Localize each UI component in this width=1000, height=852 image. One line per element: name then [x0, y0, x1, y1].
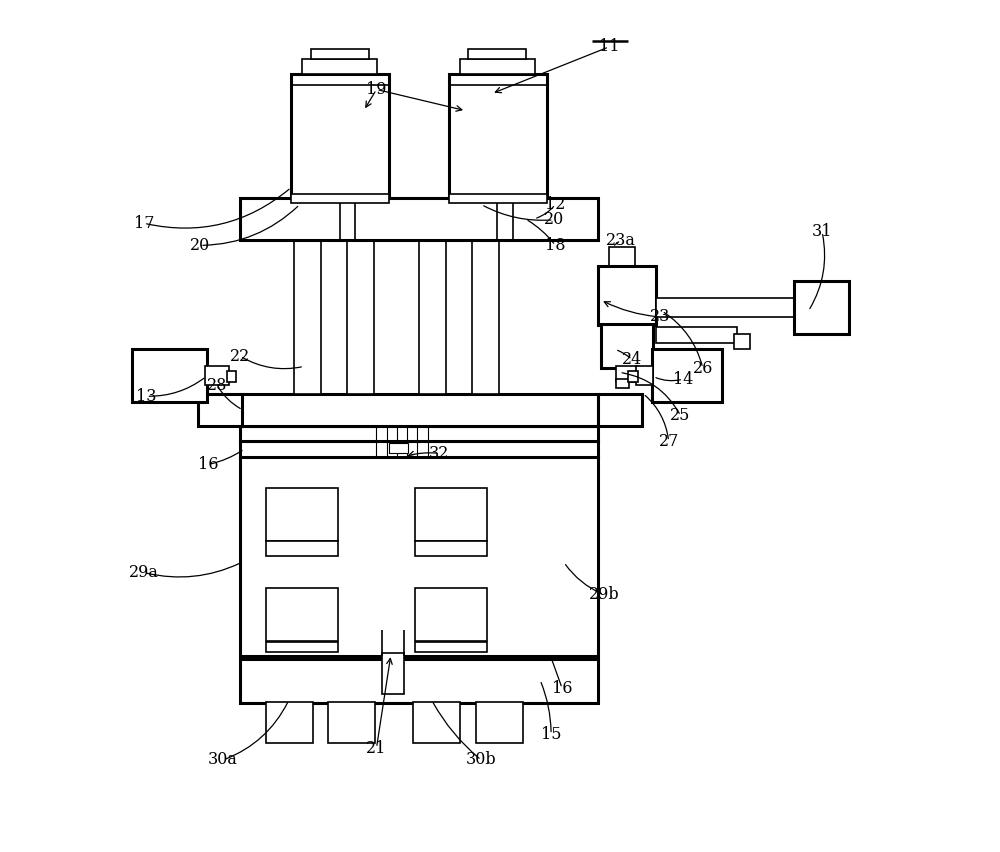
Bar	[472, 198, 497, 210]
Text: 31: 31	[812, 223, 832, 240]
Text: 11: 11	[599, 38, 619, 55]
Text: 29b: 29b	[589, 586, 619, 603]
Bar	[415, 488, 487, 541]
Bar	[294, 225, 321, 394]
Text: 30a: 30a	[208, 751, 238, 769]
Bar	[467, 210, 504, 225]
Bar	[291, 194, 389, 203]
Text: 28: 28	[207, 377, 227, 394]
Bar	[266, 541, 338, 556]
Bar	[266, 702, 313, 743]
Bar	[449, 194, 547, 203]
Bar	[240, 456, 598, 656]
Bar	[652, 349, 722, 402]
Bar	[302, 59, 377, 74]
Text: 21: 21	[366, 740, 387, 757]
Bar	[266, 588, 338, 641]
Bar	[460, 59, 535, 74]
Text: 20: 20	[190, 237, 210, 254]
Text: 23: 23	[650, 308, 670, 325]
Text: 23a: 23a	[606, 232, 636, 249]
Bar	[382, 653, 404, 694]
Text: 13: 13	[136, 388, 157, 405]
Bar	[472, 225, 499, 394]
Bar	[468, 49, 526, 59]
Bar	[656, 298, 799, 317]
Text: 26: 26	[693, 360, 713, 377]
Text: 14: 14	[673, 371, 693, 388]
Text: 19: 19	[366, 81, 387, 98]
Text: 30b: 30b	[466, 751, 497, 769]
Bar	[449, 74, 547, 198]
Bar	[389, 443, 408, 453]
Bar	[598, 266, 656, 325]
Bar	[289, 210, 326, 225]
Bar	[598, 394, 642, 426]
Bar	[266, 642, 338, 652]
Bar	[198, 394, 242, 426]
Bar	[266, 488, 338, 541]
Bar	[413, 702, 460, 743]
Bar	[734, 334, 750, 349]
Bar	[415, 541, 487, 556]
Text: 18: 18	[545, 237, 566, 254]
Text: 20: 20	[544, 211, 564, 228]
Bar	[240, 426, 598, 441]
Bar	[476, 702, 523, 743]
Bar	[227, 371, 236, 382]
Bar	[240, 659, 598, 703]
Text: 25: 25	[670, 407, 691, 424]
Text: 17: 17	[134, 215, 154, 232]
Bar	[636, 366, 653, 385]
Bar	[132, 349, 207, 402]
Text: 16: 16	[198, 456, 219, 473]
Text: 32: 32	[428, 445, 449, 462]
Bar	[609, 247, 635, 268]
Text: 16: 16	[552, 680, 572, 697]
Bar	[414, 210, 451, 225]
Bar	[415, 642, 487, 652]
Text: 15: 15	[541, 726, 561, 743]
Bar	[419, 198, 445, 210]
Bar	[311, 49, 369, 59]
Bar	[240, 394, 598, 426]
Text: 27: 27	[659, 433, 679, 450]
Bar	[328, 702, 375, 743]
Bar	[294, 198, 319, 210]
Bar	[205, 366, 229, 385]
Text: 12: 12	[545, 196, 566, 213]
Bar	[601, 324, 653, 368]
Bar	[628, 371, 638, 382]
Text: 22: 22	[230, 348, 250, 365]
Bar	[656, 327, 737, 343]
Bar	[415, 588, 487, 641]
Bar	[291, 74, 389, 198]
Bar	[616, 379, 629, 388]
Bar	[240, 441, 598, 457]
Text: 24: 24	[622, 351, 642, 368]
Bar	[347, 198, 372, 210]
Bar	[794, 281, 849, 334]
Bar	[347, 225, 374, 394]
Bar	[616, 366, 638, 382]
Bar	[419, 225, 446, 394]
Bar	[342, 210, 379, 225]
Text: 29a: 29a	[129, 564, 159, 581]
Bar	[240, 198, 598, 240]
